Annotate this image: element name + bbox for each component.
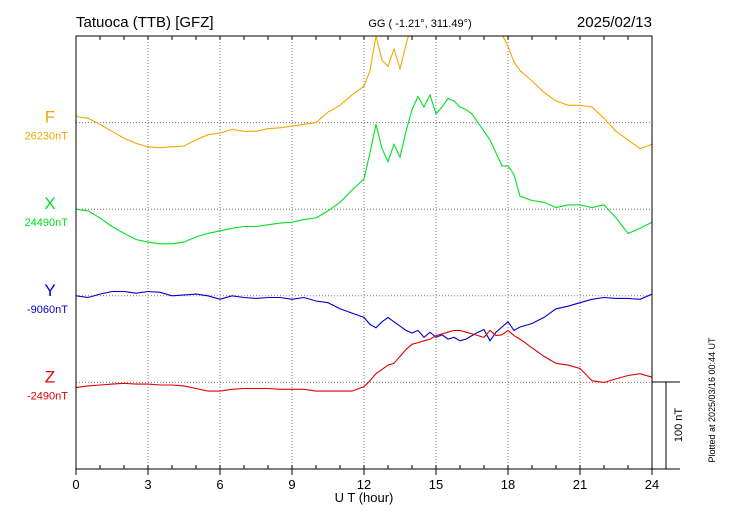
x-tick-label: 24 [645, 477, 659, 492]
grid-lines [76, 36, 652, 469]
series-line-y [76, 290, 652, 342]
x-tick-label: 18 [501, 477, 515, 492]
x-tick-label: 21 [573, 477, 587, 492]
x-tick-label: 3 [144, 477, 151, 492]
series-name-f: F [45, 108, 55, 127]
series-name-x: X [44, 194, 55, 213]
series-line-f [76, 36, 652, 150]
x-tick-label: 12 [357, 477, 371, 492]
scale-bar-label: 100 nT [673, 408, 685, 443]
series-line-x [76, 93, 652, 245]
series-line-z [76, 329, 652, 392]
series-labels: F 26230nT X 24490nT Y -9060nT Z -2490nT [25, 108, 69, 403]
scale-bar: 100 nT [652, 381, 685, 470]
station-title: Tatuoca (TTB) [GFZ] [76, 14, 214, 31]
series-curves [76, 36, 652, 392]
series-baseline-f: 26230nT [25, 131, 69, 143]
plotted-timestamp: Plotted at 2025/03/16 00:44 UT [707, 337, 717, 463]
x-tick-label: 15 [429, 477, 443, 492]
series-baseline-x: 24490nT [25, 217, 69, 229]
x-tick-label: 0 [72, 477, 79, 492]
series-name-y: Y [44, 281, 55, 300]
series-baseline-z: -2490nT [27, 390, 68, 402]
chart-date: 2025/02/13 [577, 14, 652, 31]
x-tick-label: 9 [288, 477, 295, 492]
series-baseline-y: -9060nT [27, 304, 68, 316]
x-tick-label: 6 [216, 477, 223, 492]
series-name-z: Z [45, 367, 55, 386]
x-axis-ticks: 0 3 6 9 12 15 18 21 24 [72, 36, 659, 492]
x-axis-label: U T (hour) [335, 490, 394, 505]
station-coordinates: GG ( -1.21°, 311.49°) [368, 18, 471, 30]
